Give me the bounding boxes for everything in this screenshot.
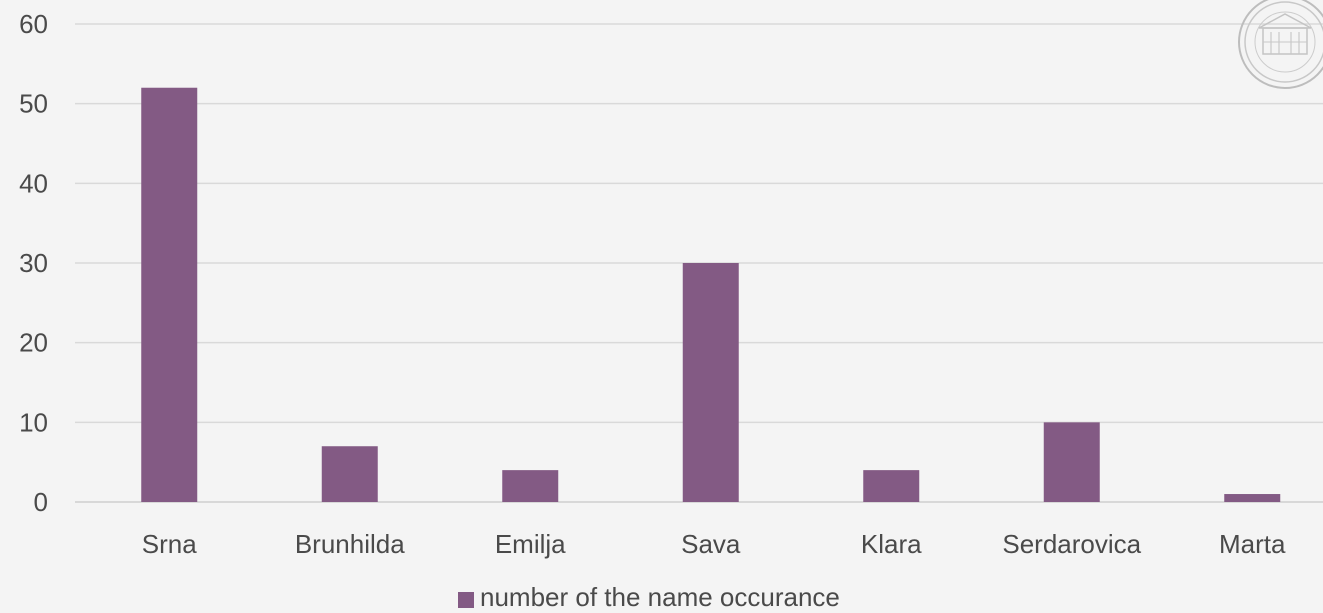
- bar-marta: [1224, 494, 1281, 502]
- x-category-label: Serdarovica: [1002, 529, 1141, 559]
- bar-klara: [863, 470, 920, 502]
- y-tick-label: 30: [19, 248, 48, 278]
- x-category-label: Brunhilda: [295, 529, 405, 559]
- y-tick-label: 40: [19, 168, 48, 198]
- x-category-label: Klara: [861, 529, 922, 559]
- legend-swatch: [458, 592, 474, 608]
- y-axis-ticks: 0 10 20 30 40 50 60: [19, 9, 48, 517]
- university-seal-icon: [1238, 0, 1323, 89]
- x-category-label: Sava: [681, 529, 741, 559]
- y-tick-label: 50: [19, 89, 48, 119]
- bar-emilja: [502, 470, 559, 502]
- y-tick-label: 10: [19, 407, 48, 437]
- x-category-label: Srna: [142, 529, 197, 559]
- bars: [141, 87, 1281, 502]
- x-axis-categories: Srna Brunhilda Emilja Sava Klara Serdarovica M…: [142, 529, 1286, 559]
- legend: number of the name occurance: [458, 582, 840, 612]
- bar-sava: [682, 263, 739, 502]
- legend-label: number of the name occurance: [480, 582, 840, 612]
- y-tick-label: 20: [19, 328, 48, 358]
- bar-serdarovica: [1043, 422, 1100, 502]
- x-category-label: Emilja: [495, 529, 566, 559]
- bar-srna: [141, 87, 198, 502]
- bar-brunhilda: [321, 446, 378, 502]
- y-tick-label: 0: [34, 487, 48, 517]
- x-category-label: Marta: [1219, 529, 1286, 559]
- y-tick-label: 60: [19, 9, 48, 39]
